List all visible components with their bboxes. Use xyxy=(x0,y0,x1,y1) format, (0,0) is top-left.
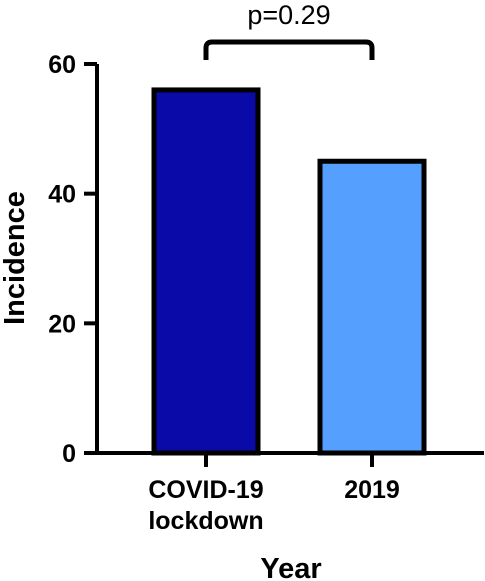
p-value-label: p=0.29 xyxy=(247,0,330,30)
x-tick-label: COVID-19 xyxy=(148,476,263,504)
y-tick-label: 60 xyxy=(48,51,76,79)
y-tick-label: 0 xyxy=(62,440,76,468)
y-tick-label: 20 xyxy=(48,310,76,338)
y-tick-label: 40 xyxy=(48,181,76,209)
x-tick-label: 2019 xyxy=(344,476,400,504)
y-ticks-group: 0 20 40 60 xyxy=(48,51,97,468)
x-ticks-group: COVID-19 lockdown 2019 xyxy=(148,453,400,535)
significance-annotation: p=0.29 xyxy=(203,0,375,60)
bar-1 xyxy=(317,158,427,456)
x-axis-title: Year xyxy=(260,553,321,581)
axes-group xyxy=(95,64,484,455)
x-tick-label: lockdown xyxy=(148,507,263,535)
bar-0 xyxy=(151,87,261,456)
bars-group xyxy=(151,87,427,456)
y-axis-title: Incidence xyxy=(0,191,31,325)
significance-bracket xyxy=(203,39,375,60)
